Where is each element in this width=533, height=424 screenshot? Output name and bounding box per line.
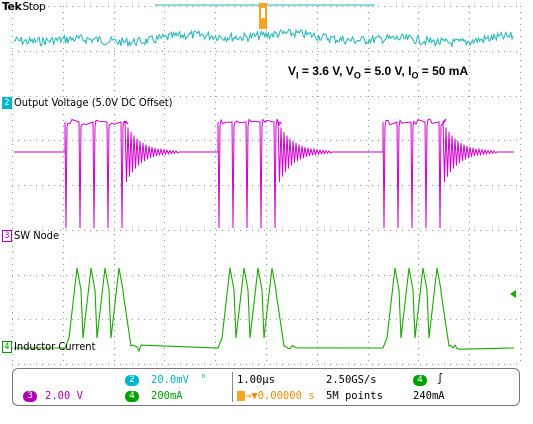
trigger-slope-icon: ∫ bbox=[437, 373, 444, 385]
trigger-position[interactable]: →▼0.00000 s bbox=[237, 390, 315, 402]
run-state: Stop bbox=[22, 0, 46, 13]
panel-divider bbox=[232, 372, 233, 402]
channel-2-marker-icon: 2 bbox=[2, 97, 12, 109]
operating-conditions: VI = 3.6 V, VO = 5.0 V, IO = 50 mA bbox=[288, 64, 469, 81]
sw-node-trace bbox=[14, 118, 514, 229]
trigger-position-marker-icon bbox=[237, 391, 245, 401]
channel-4-badge[interactable]: 4 bbox=[125, 391, 139, 402]
trigger-position-icon[interactable] bbox=[155, 3, 375, 29]
channel-4-scale: 200mA bbox=[151, 390, 183, 402]
trigger-level[interactable]: 240mA bbox=[413, 390, 445, 402]
graticule-grid bbox=[12, 6, 521, 365]
channel-4-marker-icon: 4 bbox=[2, 341, 12, 353]
channel-3-label: 3 SW Node bbox=[2, 229, 59, 242]
trigger-source-badge[interactable]: 4 bbox=[413, 375, 427, 386]
channel-3-scale: 2.00 V bbox=[45, 390, 83, 402]
record-length: 5M points bbox=[326, 390, 383, 402]
brand-label: Tek bbox=[2, 0, 22, 13]
channel-2-badge[interactable]: 2 bbox=[125, 375, 139, 386]
channel-3-badge[interactable]: 3 bbox=[23, 391, 37, 402]
right-edge-marker-icon bbox=[510, 290, 516, 298]
timebase[interactable]: 1.00µs bbox=[237, 374, 275, 386]
output-voltage-trace bbox=[13, 28, 514, 48]
status-panel: 3 2.00 V 2 20.0mV ᴮ 4 200mA 1.00µs →▼0.0… bbox=[12, 368, 520, 406]
channel-2-scale: 20.0mV bbox=[151, 374, 189, 386]
bandwidth-limit-icon: ᴮ bbox=[201, 374, 207, 384]
sample-rate: 2.50GS/s bbox=[326, 374, 377, 386]
inductor-current-trace bbox=[14, 267, 515, 353]
channel-2-label: 2 Output Voltage (5.0V DC Offset) bbox=[2, 96, 172, 109]
header: TekStop bbox=[2, 0, 46, 13]
channel-3-marker-icon: 3 bbox=[2, 230, 12, 242]
channel-4-label: 4 Inductor Current bbox=[2, 340, 95, 353]
